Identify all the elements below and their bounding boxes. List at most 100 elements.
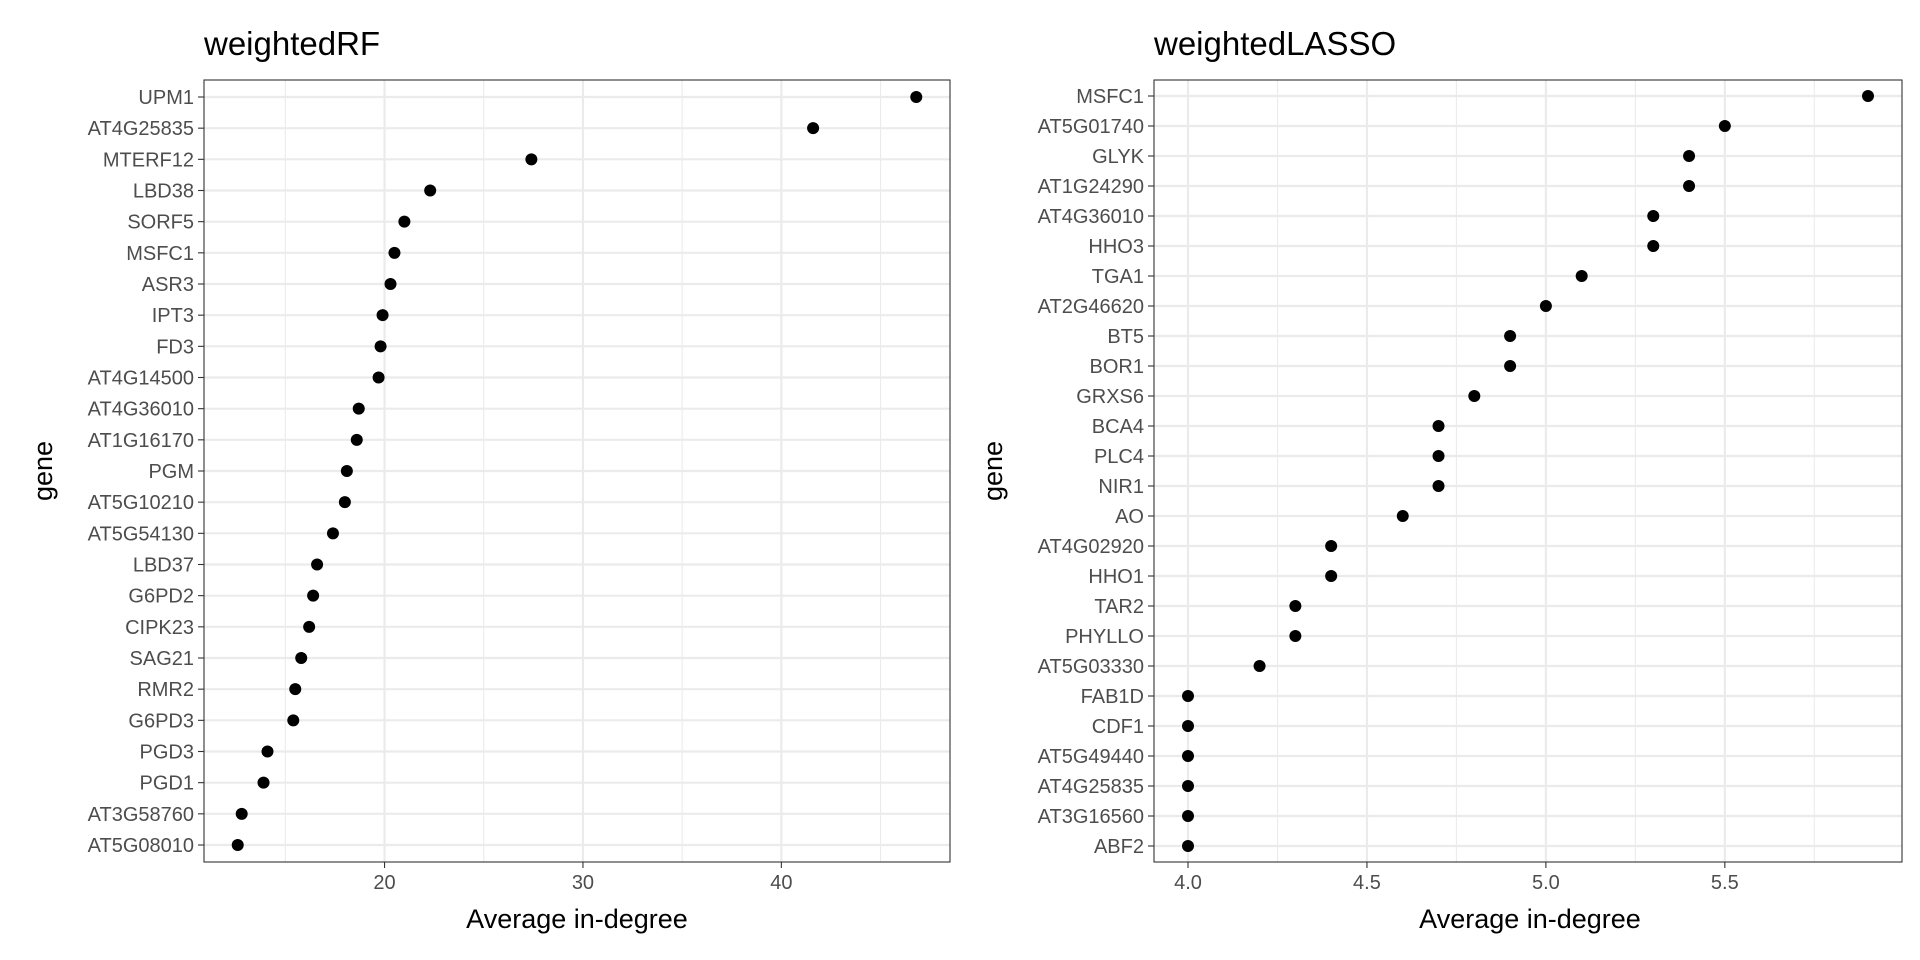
y-tick-label: UPM1 <box>138 87 194 109</box>
data-point <box>307 589 320 602</box>
y-tick-label: AT5G03330 <box>1038 656 1144 678</box>
data-point <box>235 807 248 820</box>
y-tick-label: HHO1 <box>1088 566 1144 588</box>
y-tick-label: AT5G54130 <box>88 523 194 545</box>
data-point <box>1647 240 1660 252</box>
y-tick-label: PGM <box>148 461 194 483</box>
y-tick-label: MTERF12 <box>103 149 194 171</box>
data-point <box>1862 90 1874 102</box>
y-tick-label: AT4G14500 <box>88 368 194 390</box>
data-point <box>1289 600 1302 612</box>
data-point <box>374 340 387 353</box>
y-tick-label: AT5G10210 <box>88 492 194 514</box>
y-tick-label: AT5G08010 <box>88 835 194 857</box>
x-tick-label: 4.5 <box>1353 872 1381 894</box>
data-point <box>1182 840 1194 852</box>
data-point <box>1432 480 1445 492</box>
data-point <box>424 184 437 197</box>
data-point <box>1325 540 1338 552</box>
x-tick-label: 40 <box>770 872 792 894</box>
data-point <box>311 558 324 571</box>
data-point <box>1683 150 1696 162</box>
data-point <box>1325 570 1338 582</box>
data-point <box>257 776 270 789</box>
y-tick-label: BT5 <box>1107 326 1144 348</box>
y-tick-label: AT3G16560 <box>1038 806 1144 828</box>
panel-weightedlasso: MSFC1 AT5G01740 GLYK AT1G24290 AT4G36010 HHO3… <box>978 25 1903 934</box>
data-point <box>289 683 302 696</box>
y-tick-label: LBD37 <box>133 555 194 577</box>
x-axis-title: Average in-degree <box>1419 904 1641 934</box>
y-tick-label: AT4G25835 <box>88 118 194 140</box>
y-tick-label: SORF5 <box>127 212 194 234</box>
x-tick-label: 30 <box>572 872 594 894</box>
y-tick-label: BOR1 <box>1090 356 1144 378</box>
data-point <box>1253 660 1266 672</box>
y-tick-label: TAR2 <box>1094 596 1144 618</box>
y-tick-label: AT3G58760 <box>88 804 194 826</box>
data-point <box>398 215 411 228</box>
data-point <box>384 278 397 290</box>
y-tick-label: PGD1 <box>140 773 194 795</box>
data-point <box>910 91 923 103</box>
data-point <box>287 714 300 727</box>
y-tick-label: AO <box>1115 506 1144 528</box>
y-tick-label: FD3 <box>156 336 194 358</box>
data-point <box>372 371 385 384</box>
data-point <box>1182 750 1194 762</box>
data-point <box>261 745 274 758</box>
y-tick-label: MSFC1 <box>1076 86 1144 108</box>
y-tick-label: AT4G25835 <box>1038 776 1144 798</box>
data-point <box>1396 510 1409 522</box>
y-axis-title: gene <box>28 441 58 501</box>
panel-weightedrf: UPM1 AT4G25835 MTERF12 LBD38 SORF5 MSFC1 ASR3 I… <box>28 25 951 934</box>
y-tick-label: AT1G16170 <box>88 430 194 452</box>
data-point <box>1575 270 1588 282</box>
x-tick-label: 5.5 <box>1711 872 1739 894</box>
panel-background <box>1154 80 1902 862</box>
y-tick-label: CDF1 <box>1092 716 1144 738</box>
data-point <box>326 527 339 540</box>
y-tick-label: G6PD2 <box>128 586 194 608</box>
data-point <box>1504 330 1517 342</box>
data-point <box>388 246 401 259</box>
panel-border <box>1153 79 1903 863</box>
data-point <box>350 433 363 446</box>
data-point <box>807 122 820 135</box>
y-tick-label: ASR3 <box>142 274 194 296</box>
data-point <box>352 402 365 415</box>
y-tick-label: AT2G46620 <box>1038 296 1144 318</box>
y-tick-label: PLC4 <box>1094 446 1144 468</box>
y-tick-label: IPT3 <box>152 305 194 327</box>
x-tick-label: 4.0 <box>1174 872 1202 894</box>
y-tick-label: AT4G36010 <box>88 399 194 421</box>
data-point <box>1182 690 1194 702</box>
data-point <box>1718 120 1731 132</box>
data-point <box>1468 390 1481 402</box>
y-tick-label: G6PD3 <box>128 710 194 732</box>
data-point <box>1539 300 1552 312</box>
data-point <box>1432 420 1445 432</box>
data-point <box>340 465 353 477</box>
data-point <box>1432 450 1445 462</box>
data-point <box>338 496 351 509</box>
data-point <box>1182 780 1194 792</box>
y-tick-label: NIR1 <box>1098 476 1144 498</box>
y-tick-label: MSFC1 <box>126 243 194 265</box>
data-point <box>1504 360 1517 372</box>
y-tick-label: TGA1 <box>1092 266 1144 288</box>
data-point <box>1289 630 1302 642</box>
y-axis-title: gene <box>978 441 1008 501</box>
panel-title: weightedLASSO <box>1153 25 1396 62</box>
y-tick-label: AT5G49440 <box>1038 746 1144 768</box>
x-axis-title: Average in-degree <box>466 904 688 934</box>
y-tick-label: BCA4 <box>1092 416 1144 438</box>
y-tick-label: PHYLLO <box>1065 626 1144 648</box>
data-point <box>295 652 308 664</box>
data-point <box>231 839 244 851</box>
y-tick-label: LBD38 <box>133 181 194 203</box>
data-point <box>1182 720 1194 732</box>
y-tick-label: FAB1D <box>1081 686 1144 708</box>
y-tick-label: SAG21 <box>130 648 194 670</box>
